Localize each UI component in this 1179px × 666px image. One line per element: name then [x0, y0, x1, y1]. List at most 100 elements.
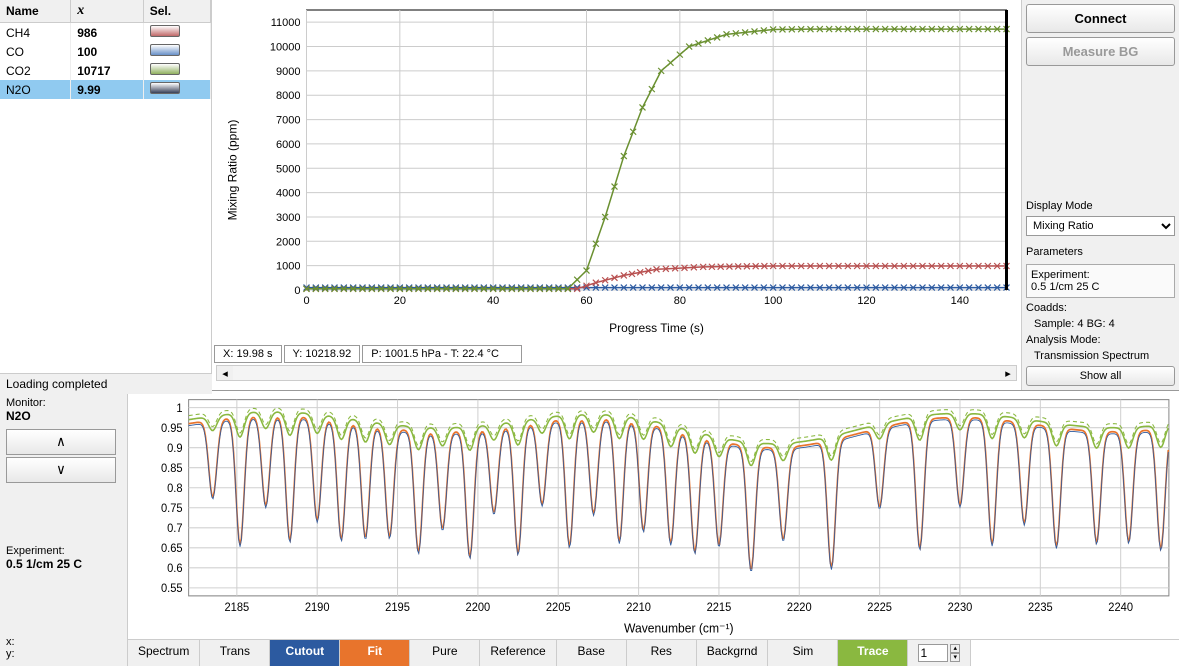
svg-text:2225: 2225 [867, 602, 892, 614]
svg-text:0.95: 0.95 [161, 423, 183, 435]
svg-text:60: 60 [580, 295, 592, 307]
species-name: N2O [0, 80, 71, 99]
coadds-label: Coadds: [1026, 302, 1175, 314]
species-row[interactable]: CO 100 [0, 42, 211, 61]
experiment-label-2: Experiment: [6, 545, 121, 557]
svg-text:3000: 3000 [276, 212, 300, 224]
svg-text:9000: 9000 [276, 66, 300, 78]
scroll-right-icon[interactable]: ▸ [1000, 367, 1016, 380]
svg-text:2000: 2000 [276, 236, 300, 248]
species-value: 9.99 [71, 80, 144, 99]
h-scrollbar[interactable]: ◂ ▸ [216, 365, 1017, 381]
svg-text:0.75: 0.75 [161, 503, 183, 515]
step-down-icon[interactable]: ▾ [950, 653, 960, 662]
tab-backgrnd[interactable]: Backgrnd [697, 640, 769, 666]
coord-x: X: 19.98 s [214, 345, 282, 363]
spectrum-chart[interactable]: 2185219021952200220522102215222022252230… [128, 391, 1179, 639]
species-table: Name x Sel. CH4 986 CO 100 CO2 10717 N2O… [0, 0, 212, 390]
up-button[interactable]: ∧ [6, 429, 116, 455]
svg-text:20: 20 [394, 295, 406, 307]
coadds-value: Sample: 4 BG: 4 [1026, 318, 1175, 330]
species-name: CO2 [0, 61, 71, 80]
svg-text:0.6: 0.6 [167, 563, 182, 575]
monitor-label: Monitor: [6, 397, 121, 409]
spectrum-tabs: SpectrumTransCutoutFitPureReferenceBaseR… [128, 639, 1179, 666]
species-color-swatch[interactable] [143, 61, 210, 80]
svg-text:2190: 2190 [305, 602, 330, 614]
tab-spectrum[interactable]: Spectrum [128, 640, 200, 666]
connect-button[interactable]: Connect [1026, 4, 1175, 33]
svg-text:Wavenumber (cm⁻¹): Wavenumber (cm⁻¹) [624, 621, 734, 635]
coord-pt: P: 1001.5 hPa - T: 22.4 °C [362, 345, 522, 363]
tab-trace[interactable]: Trace [838, 640, 908, 666]
species-row[interactable]: CH4 986 [0, 23, 211, 43]
svg-text:2235: 2235 [1028, 602, 1053, 614]
svg-text:2240: 2240 [1108, 602, 1133, 614]
svg-text:2200: 2200 [466, 602, 491, 614]
col-x: x [71, 0, 144, 23]
display-mode-select[interactable]: Mixing Ratio [1026, 216, 1175, 236]
parameters-label: Parameters [1026, 246, 1175, 258]
svg-text:0.8: 0.8 [167, 483, 182, 495]
species-name: CO [0, 42, 71, 61]
svg-text:8000: 8000 [276, 90, 300, 102]
svg-text:2215: 2215 [707, 602, 732, 614]
svg-text:120: 120 [857, 295, 875, 307]
monitor-species: N2O [6, 409, 121, 423]
species-value: 986 [71, 23, 144, 43]
tab-cutout[interactable]: Cutout [270, 640, 340, 666]
svg-text:80: 80 [674, 295, 686, 307]
species-name: CH4 [0, 23, 71, 43]
tab-reference[interactable]: Reference [480, 640, 556, 666]
svg-text:2210: 2210 [626, 602, 651, 614]
svg-text:100: 100 [764, 295, 782, 307]
tab-pure[interactable]: Pure [410, 640, 480, 666]
analysis-mode-label: Analysis Mode: [1026, 334, 1175, 346]
display-mode-label: Display Mode [1026, 200, 1175, 212]
measure-bg-button[interactable]: Measure BG [1026, 37, 1175, 66]
species-color-swatch[interactable] [143, 42, 210, 61]
y-readout: y: [6, 648, 121, 660]
svg-text:10000: 10000 [270, 42, 301, 54]
svg-text:140: 140 [951, 295, 969, 307]
svg-text:0.65: 0.65 [161, 543, 183, 555]
svg-text:1: 1 [176, 403, 182, 415]
step-up-icon[interactable]: ▴ [950, 644, 960, 653]
tab-fit[interactable]: Fit [340, 640, 410, 666]
show-all-button[interactable]: Show all [1026, 366, 1175, 386]
scroll-left-icon[interactable]: ◂ [217, 367, 233, 380]
tab-trans[interactable]: Trans [200, 640, 270, 666]
status-bar: Loading completed [0, 373, 212, 394]
species-row[interactable]: N2O 9.99 [0, 80, 211, 99]
x-readout: x: [6, 636, 121, 648]
experiment-value-2: 0.5 1/cm 25 C [6, 557, 121, 571]
svg-text:0: 0 [303, 295, 309, 307]
svg-text:2205: 2205 [546, 602, 571, 614]
svg-text:2195: 2195 [385, 602, 410, 614]
svg-text:0: 0 [294, 285, 300, 297]
down-button[interactable]: ∨ [6, 457, 116, 483]
species-color-swatch[interactable] [143, 80, 210, 99]
experiment-box[interactable]: Experiment: 0.5 1/cm 25 C [1026, 264, 1175, 298]
svg-text:1000: 1000 [276, 261, 300, 273]
col-name: Name [0, 0, 71, 23]
species-color-swatch[interactable] [143, 23, 210, 43]
svg-text:11000: 11000 [271, 17, 301, 29]
species-row[interactable]: CO2 10717 [0, 61, 211, 80]
main-chart-area: 0204060801001201400100020003000400050006… [212, 0, 1021, 390]
analysis-mode-value: Transmission Spectrum [1026, 350, 1175, 362]
tab-sim[interactable]: Sim [768, 640, 838, 666]
tab-res[interactable]: Res [627, 640, 697, 666]
svg-text:2220: 2220 [787, 602, 812, 614]
species-value: 10717 [71, 61, 144, 80]
col-sel: Sel. [143, 0, 210, 23]
trace-number-input[interactable] [918, 644, 948, 662]
svg-text:Progress Time (s): Progress Time (s) [609, 321, 704, 335]
svg-text:0.9: 0.9 [167, 443, 182, 455]
mixing-ratio-chart[interactable]: 0204060801001201400100020003000400050006… [212, 0, 1021, 340]
tab-base[interactable]: Base [557, 640, 627, 666]
svg-text:2185: 2185 [224, 602, 249, 614]
coord-y: Y: 10218.92 [284, 345, 361, 363]
svg-text:6000: 6000 [276, 139, 300, 151]
monitor-panel: Monitor: N2O ∧ ∨ Experiment: 0.5 1/cm 25… [0, 391, 128, 666]
